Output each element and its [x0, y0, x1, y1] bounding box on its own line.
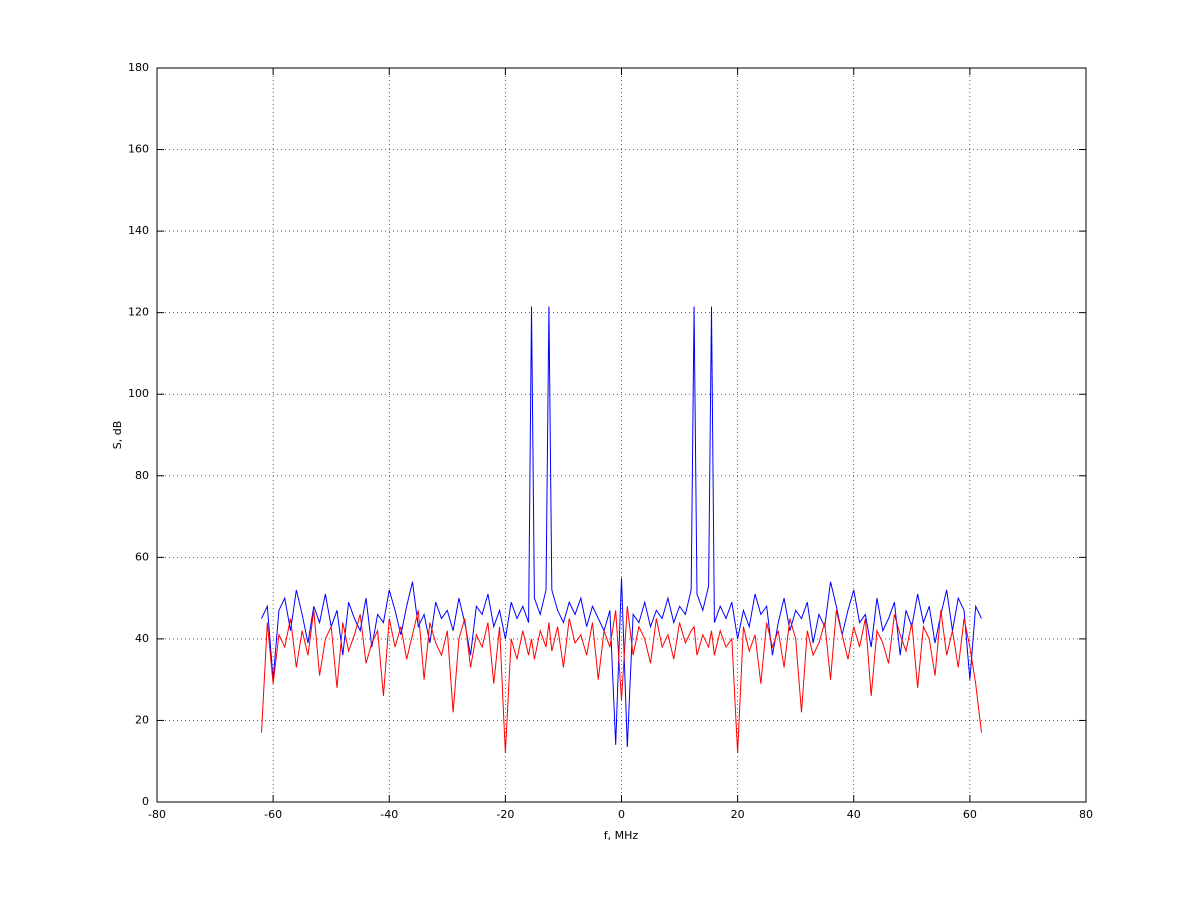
- x-tick-label: -20: [496, 808, 514, 821]
- x-axis-label: f, MHz: [604, 829, 639, 842]
- x-tick-label: -40: [380, 808, 398, 821]
- y-axis-label: S, dB: [111, 421, 124, 450]
- y-tick-label: 100: [128, 387, 149, 400]
- x-tick-label: 60: [963, 808, 977, 821]
- y-tick-label: 40: [135, 632, 149, 645]
- x-tick-label: 0: [618, 808, 625, 821]
- y-tick-label: 0: [142, 795, 149, 808]
- series-line: [261, 606, 982, 754]
- x-tick-label: -80: [148, 808, 166, 821]
- y-tick-label: 120: [128, 306, 149, 319]
- y-tick-label: 80: [135, 469, 149, 482]
- x-tick-label: 80: [1079, 808, 1093, 821]
- y-tick-label: 20: [135, 713, 149, 726]
- plot-frame: [156, 67, 1087, 803]
- x-tick-label: -60: [264, 808, 282, 821]
- y-tick-label: 140: [128, 224, 149, 237]
- y-tick-label: 60: [135, 550, 149, 563]
- y-tick-label: 180: [128, 61, 149, 74]
- y-tick-label: 160: [128, 143, 149, 156]
- series-line: [261, 306, 982, 747]
- x-tick-label: 40: [847, 808, 861, 821]
- x-tick-label: 20: [731, 808, 745, 821]
